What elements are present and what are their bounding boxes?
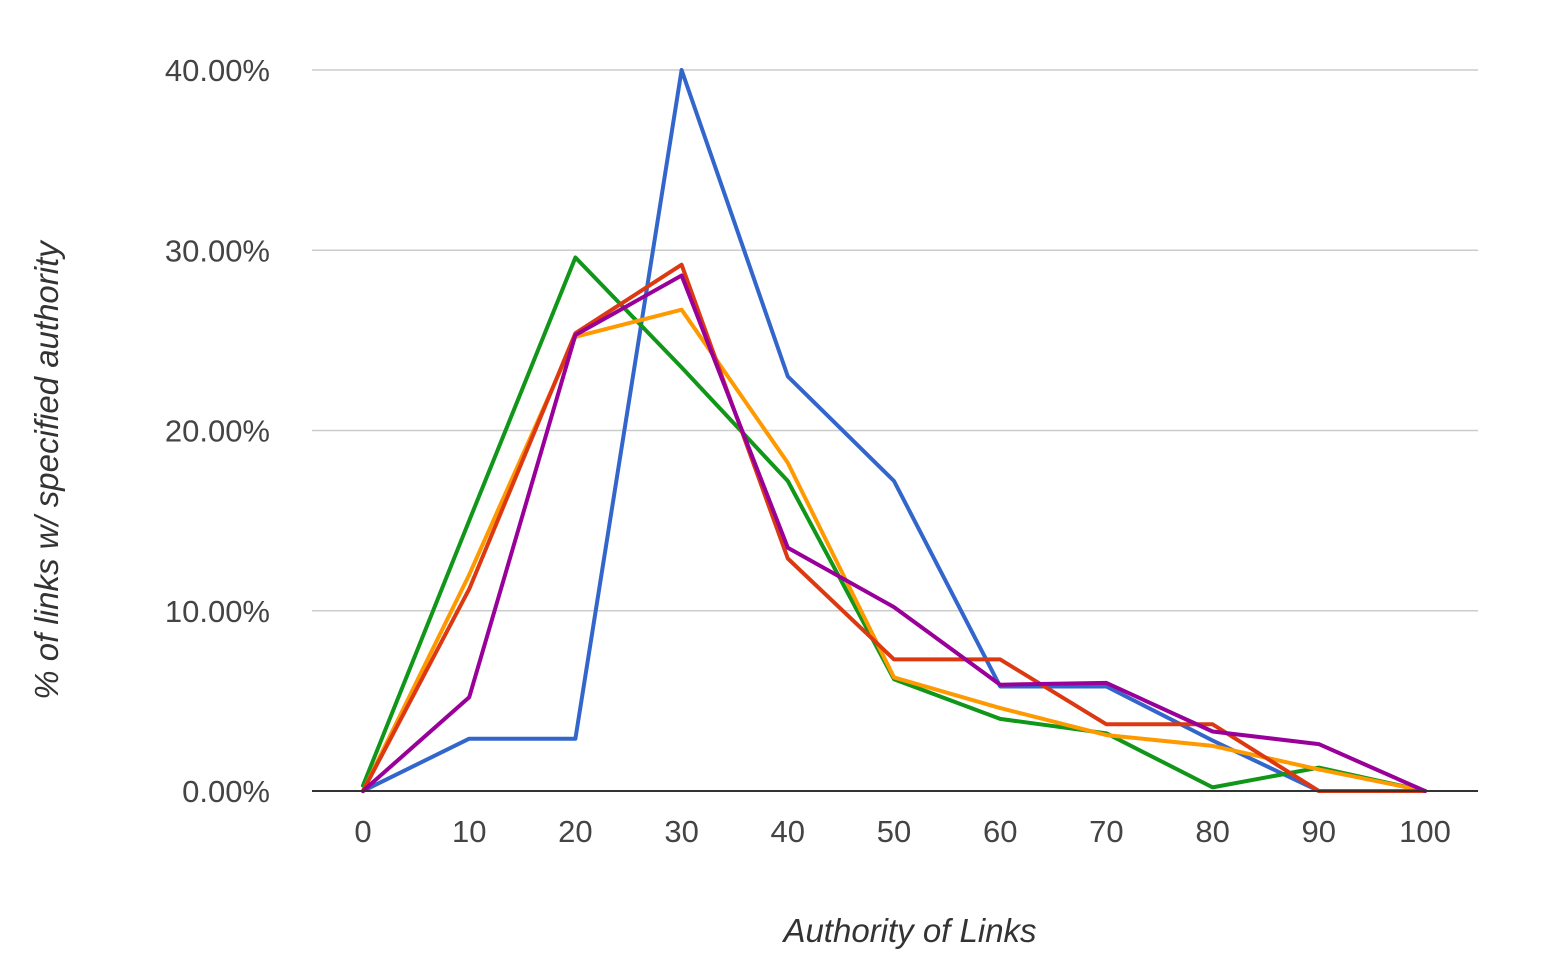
y-axis-title: % of links w/ specified authority bbox=[28, 239, 65, 700]
x-tick-label: 50 bbox=[877, 814, 911, 849]
y-tick-label: 10.00% bbox=[165, 594, 270, 629]
y-tick-label: 40.00% bbox=[165, 53, 270, 88]
x-tick-label: 90 bbox=[1302, 814, 1336, 849]
x-tick-label: 20 bbox=[558, 814, 592, 849]
x-tick-label: 60 bbox=[983, 814, 1017, 849]
x-axis-title: Authority of Links bbox=[781, 912, 1036, 949]
x-tick-label: 80 bbox=[1195, 814, 1229, 849]
x-tick-label: 70 bbox=[1089, 814, 1123, 849]
x-tick-label: 10 bbox=[452, 814, 486, 849]
series-line-2 bbox=[361, 255, 1427, 793]
series-line-4 bbox=[361, 262, 1427, 793]
series-line-1 bbox=[361, 68, 1427, 793]
series-line-5 bbox=[361, 273, 1427, 793]
series-line-3 bbox=[361, 307, 1427, 793]
x-tick-label: 0 bbox=[354, 814, 371, 849]
y-tick-label: 0.00% bbox=[182, 774, 270, 809]
series-lines bbox=[361, 68, 1427, 793]
gridlines bbox=[312, 69, 1478, 612]
x-tick-label: 30 bbox=[664, 814, 698, 849]
y-tick-label: 20.00% bbox=[165, 414, 270, 449]
x-tick-label: 100 bbox=[1399, 814, 1451, 849]
x-tick-label: 40 bbox=[771, 814, 805, 849]
axes: 0.00% 10.00% 20.00% 30.00% 40.00% 0 10 20 30 40 50… bbox=[165, 53, 1478, 849]
y-tick-label: 30.00% bbox=[165, 233, 270, 268]
